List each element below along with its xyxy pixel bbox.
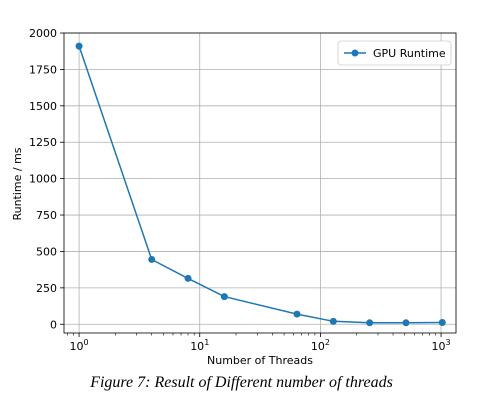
data-point — [75, 42, 83, 50]
data-point — [293, 310, 301, 318]
y-tick-label: 250 — [36, 282, 57, 295]
legend-box — [337, 40, 452, 66]
data-point — [329, 317, 337, 325]
x-tick-label: 100 — [70, 338, 89, 353]
plot-border — [63, 32, 457, 334]
series-line — [78, 45, 443, 324]
y-tick-label: 1000 — [29, 173, 57, 186]
y-axis: 0 250 500 750 1000 1250 1500 1750 2000 — [29, 27, 64, 331]
data-point — [366, 319, 374, 327]
x-axis-label: Number of Threads — [207, 354, 313, 367]
y-tick-label: 2000 — [29, 27, 57, 40]
data-point — [148, 255, 156, 263]
x-tick-label: 103 — [432, 338, 451, 353]
x-tick-label: 101 — [190, 338, 209, 353]
data-point — [220, 293, 228, 301]
y-tick-label: 500 — [36, 245, 57, 258]
legend: GPU Runtime — [337, 40, 452, 66]
y-tick-label: 1250 — [29, 136, 57, 149]
data-point — [184, 274, 192, 282]
plot-frame — [63, 32, 457, 334]
y-tick-label: 750 — [36, 209, 57, 222]
series-layer — [75, 42, 446, 327]
x-axis: 100 101 102 103 — [67, 333, 451, 353]
legend-marker — [351, 49, 359, 57]
y-tick-label: 1750 — [29, 63, 57, 76]
legend-label: GPU Runtime — [373, 47, 446, 60]
x-tick-label: 102 — [311, 338, 330, 353]
y-tick-label: 1500 — [29, 100, 57, 113]
y-tick-label: 0 — [50, 318, 57, 331]
y-axis-label: Runtime / ms — [11, 147, 24, 220]
runtime-chart: 100 101 102 103 0 250 500 750 1000 1250 1500 1750 2… — [11, 27, 457, 367]
figure-caption: Figure 7: Result of Different number of … — [90, 374, 393, 391]
data-point — [402, 319, 410, 327]
grid — [64, 32, 456, 333]
data-point — [438, 319, 446, 327]
